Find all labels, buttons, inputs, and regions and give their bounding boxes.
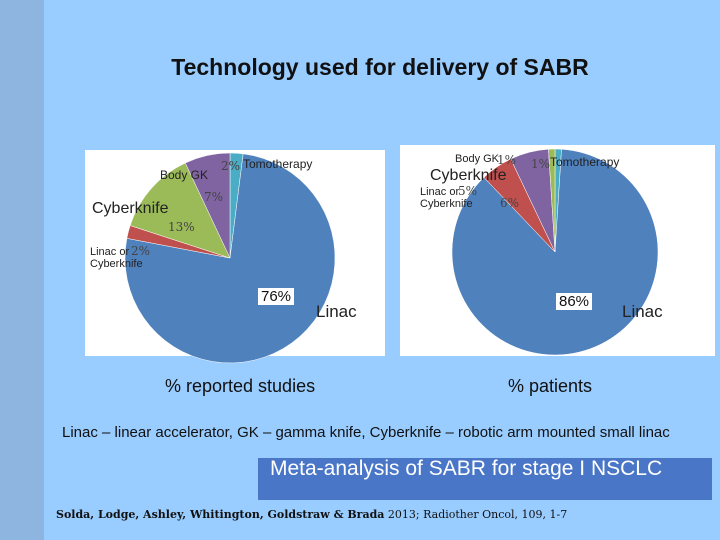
side-stripe	[0, 0, 44, 540]
value-label: 7%	[204, 190, 224, 204]
chart-title: % patients	[508, 376, 593, 396]
category-label: Linac	[316, 302, 357, 321]
chart-title: % reported studies	[165, 376, 316, 396]
slide-title: Technology used for delivery of SABR	[171, 54, 589, 80]
category-label: Linac	[622, 302, 663, 321]
value-label: 2%	[221, 159, 241, 173]
footnote: Linac – linear accelerator, GK – gamma k…	[62, 424, 670, 441]
category-label: Cyberknife	[92, 200, 169, 217]
value-label: 86%	[556, 293, 593, 310]
category-label: Tomotherapy	[550, 155, 620, 169]
pie-slice	[548, 148, 556, 253]
category-label: Linac or Cyberknife	[90, 246, 143, 270]
value-label: 13%	[168, 220, 195, 234]
pie-slice	[184, 152, 231, 259]
value-label: 1%	[531, 157, 551, 171]
citation-authors: Solda, Lodge, Ashley, Whitington, Goldst…	[56, 508, 385, 521]
pie-slice	[129, 162, 231, 259]
category-label: Tomotherapy	[243, 157, 313, 171]
category-label: Cyberknife	[430, 167, 507, 184]
value-label: 1%	[497, 153, 517, 167]
banner: Meta-analysis of SABR for stage I NSCLC	[258, 458, 712, 500]
value-label: 5%	[458, 184, 478, 198]
value-label: 2%	[131, 244, 151, 258]
value-label: 76%	[258, 288, 295, 305]
citation-ref: 2013; Radiother Oncol, 109, 1-7	[387, 508, 568, 521]
category-label: Body GK	[160, 168, 209, 182]
category-label: Body GK	[455, 153, 500, 165]
citation: Solda, Lodge, Ashley, Whitington, Goldst…	[56, 508, 567, 521]
pie-slice	[124, 153, 336, 364]
value-label: 6%	[500, 196, 520, 210]
pie-slice	[451, 148, 659, 356]
category-label: Linac or Cyberknife	[420, 186, 473, 210]
